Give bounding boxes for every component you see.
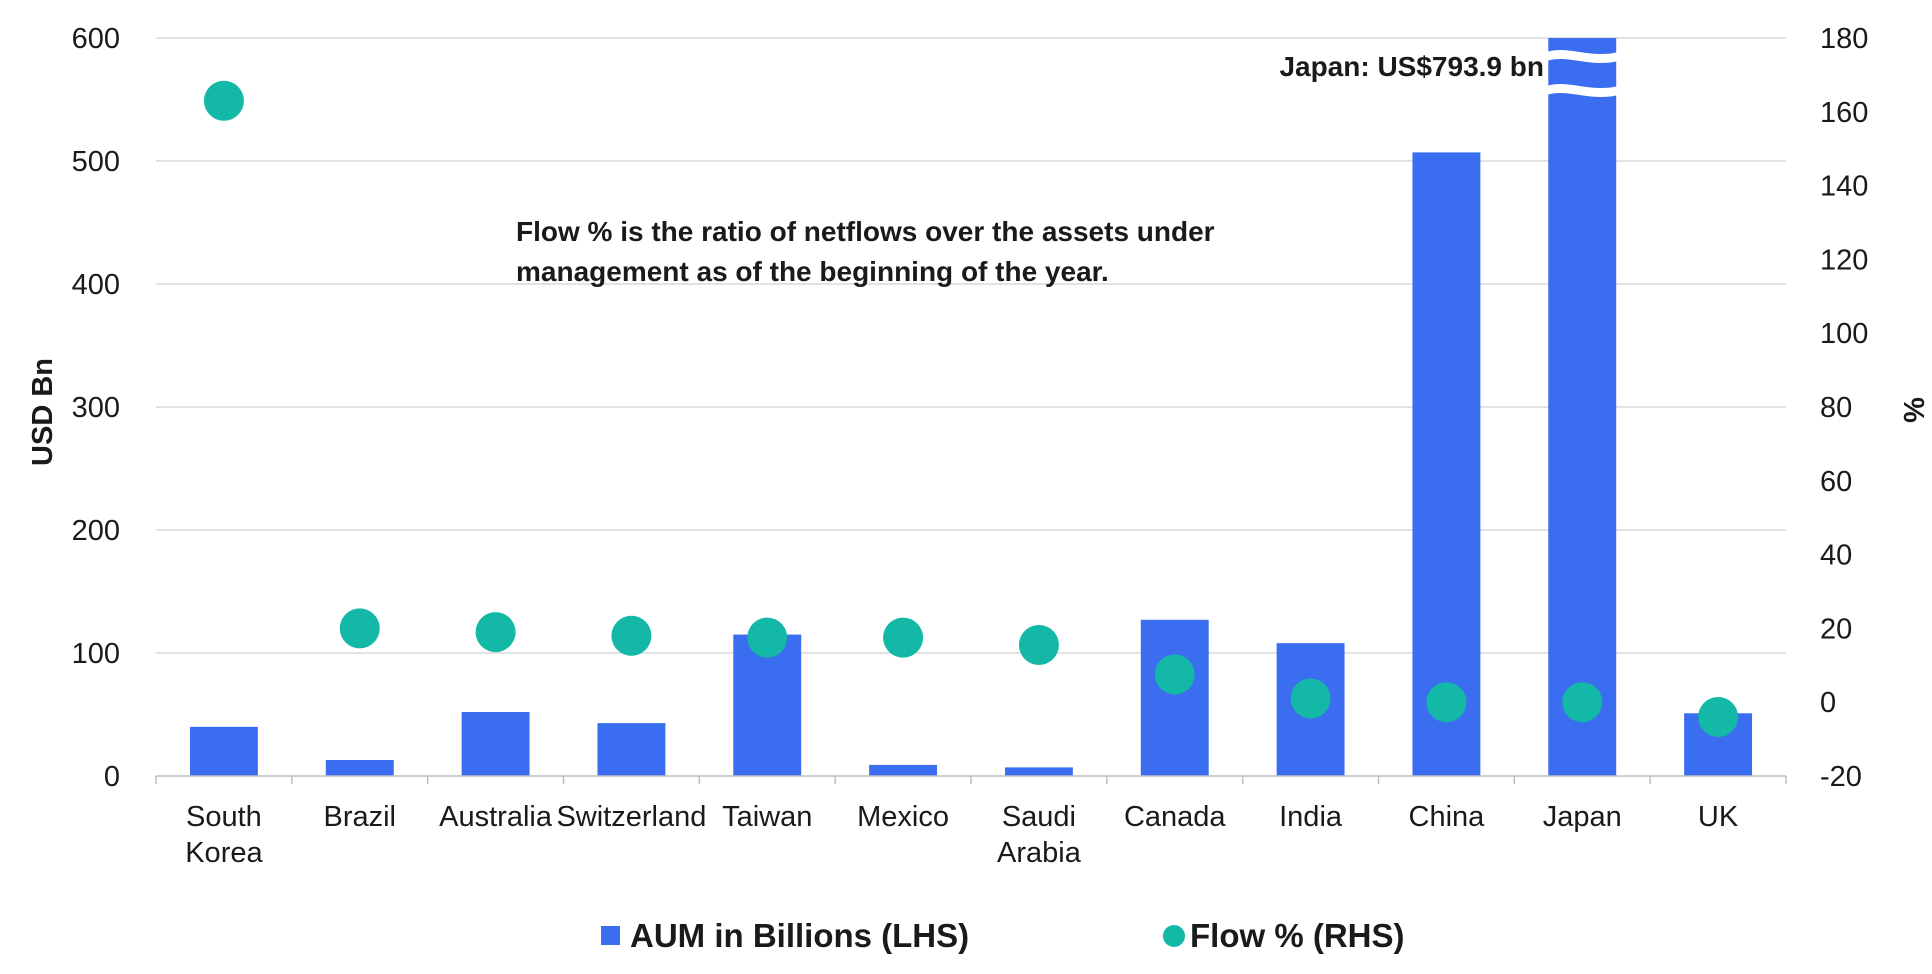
right-tick-label: 60	[1820, 466, 1852, 498]
axis-break-mark	[1546, 83, 1619, 98]
left-tick-label: 400	[72, 269, 120, 301]
left-tick-label: 300	[72, 392, 120, 424]
flow-point-south-korea	[203, 80, 244, 121]
bar-taiwan	[733, 634, 802, 776]
category-label: Japan	[1543, 801, 1622, 833]
left-y-axis: 0 100 200 300 400 500 600	[72, 23, 120, 793]
bar-australia	[461, 712, 530, 776]
bar-japan	[1548, 38, 1617, 776]
legend: AUM in Billions (LHS) Flow % (RHS)	[601, 917, 1404, 954]
bar-china	[1412, 152, 1481, 776]
right-tick-label: -20	[1820, 761, 1862, 793]
legend-label-aum: AUM in Billions (LHS)	[630, 917, 969, 954]
category-label: Australia	[439, 801, 553, 833]
legend-swatch-aum	[601, 926, 620, 945]
note-line-1: Flow % is the ratio of netflows over the…	[516, 216, 1215, 247]
category-label: Saudi Arabia	[997, 801, 1082, 869]
axis-break-mark	[1546, 49, 1619, 64]
legend-label-flow: Flow % (RHS)	[1190, 917, 1404, 954]
flow-point-mexico	[883, 617, 924, 658]
note-line-2: management as of the beginning of the ye…	[516, 256, 1109, 287]
category-label: Canada	[1124, 801, 1226, 833]
bar-south-korea	[189, 726, 258, 776]
right-tick-label: 40	[1820, 540, 1852, 572]
right-tick-label: 140	[1820, 171, 1868, 203]
category-label: South Korea	[185, 801, 263, 869]
bar-switzerland	[597, 723, 666, 776]
left-axis-title: USD Bn	[27, 358, 59, 466]
legend-swatch-flow	[1163, 925, 1185, 947]
category-label: Taiwan	[722, 801, 812, 833]
flow-point-japan	[1562, 682, 1603, 723]
axis-break-marks	[1546, 49, 1619, 98]
right-y-axis: -20 0 20 40 60 80 100 120 140 160 180	[1820, 23, 1868, 793]
flow-point-uk	[1698, 696, 1739, 737]
category-label: India	[1279, 801, 1343, 833]
x-axis: South Korea Brazil Australia Switzerland Taiw…	[155, 775, 1787, 869]
flow-point-switzerland	[611, 615, 652, 656]
flow-point-brazil	[339, 608, 380, 649]
flow-point-china	[1426, 682, 1467, 723]
right-tick-label: 160	[1820, 97, 1868, 129]
left-tick-label: 500	[72, 146, 120, 178]
bar-series-aum	[189, 38, 1753, 776]
bar-canada	[1140, 619, 1209, 776]
right-tick-label: 20	[1820, 613, 1852, 645]
right-tick-label: 120	[1820, 244, 1868, 276]
category-label: Switzerland	[556, 801, 706, 833]
left-tick-label: 100	[72, 638, 120, 670]
flow-point-canada	[1154, 654, 1195, 695]
category-label: Brazil	[323, 801, 396, 833]
left-tick-label: 600	[72, 23, 120, 55]
category-label: UK	[1698, 801, 1739, 833]
bar-brazil	[325, 760, 394, 776]
flow-point-saudi-arabia	[1018, 625, 1059, 666]
flow-point-australia	[475, 612, 516, 653]
flow-point-india	[1290, 678, 1331, 719]
scatter-series-flow	[203, 80, 1739, 737]
right-tick-label: 0	[1820, 687, 1836, 719]
left-tick-label: 0	[104, 761, 120, 793]
bar-saudi-arabia	[1004, 767, 1073, 776]
left-tick-label: 200	[72, 515, 120, 547]
category-label: China	[1409, 801, 1486, 833]
gridlines	[156, 37, 1786, 654]
japan-value-label: Japan: US$793.9 bn	[1279, 51, 1544, 82]
category-label: Mexico	[857, 801, 949, 833]
bar-mexico	[869, 764, 938, 776]
right-tick-label: 180	[1820, 23, 1868, 55]
right-axis-title: %	[1897, 397, 1929, 423]
right-tick-label: 80	[1820, 392, 1852, 424]
right-tick-label: 100	[1820, 318, 1868, 350]
flow-point-taiwan	[747, 617, 788, 658]
